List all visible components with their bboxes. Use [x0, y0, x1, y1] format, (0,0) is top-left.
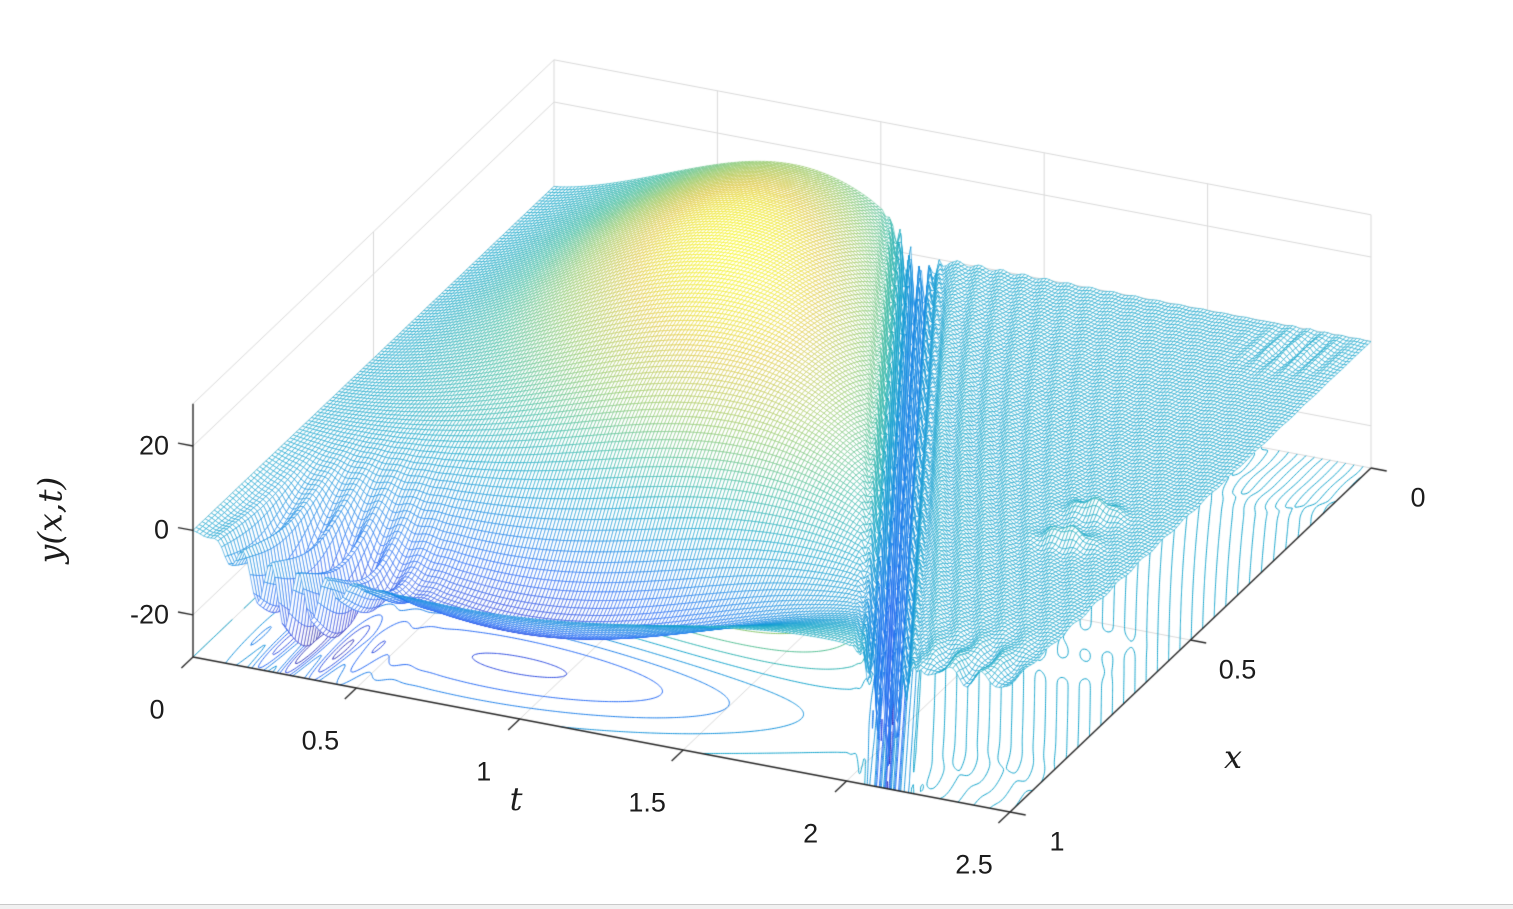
- tick-label: 20: [138, 430, 169, 461]
- tick-label: 2.5: [955, 849, 993, 880]
- x-axis-label: x: [1223, 738, 1243, 776]
- tick-label: 1: [476, 756, 492, 787]
- tick-label: 2: [803, 818, 819, 849]
- tick-label: 1: [1049, 826, 1065, 857]
- tick-label: 0.5: [301, 725, 340, 756]
- tick-label: 0: [149, 694, 165, 725]
- tick-label: 0.5: [1218, 654, 1257, 685]
- tick-label: 0: [153, 514, 169, 545]
- tick-label: -20: [129, 599, 169, 630]
- tick-label: 0: [1410, 482, 1426, 513]
- t-axis-label: t: [509, 780, 523, 818]
- window-bottom-edge: [0, 904, 1513, 909]
- tick-label: 1.5: [628, 787, 666, 818]
- z-axis-label: y(x,t): [30, 476, 70, 564]
